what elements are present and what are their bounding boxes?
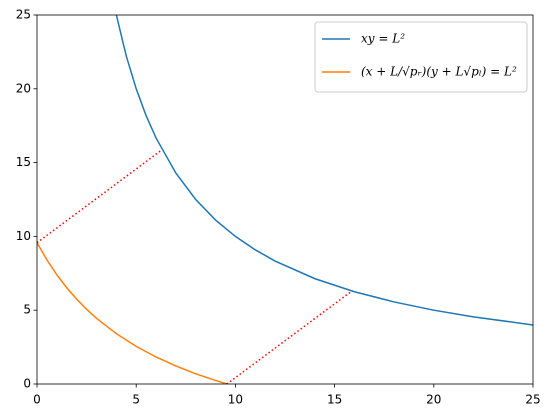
dotted-line — [226, 290, 353, 384]
y-tick-label: 0 — [23, 377, 31, 391]
curve — [115, 15, 533, 326]
ticks: 0 5 10 15 20 25 0 5 10 15 20 25 — [16, 8, 541, 407]
x-tick-label: 15 — [327, 393, 342, 407]
x-tick-label: 20 — [426, 393, 441, 407]
axes-frame — [36, 14, 534, 385]
y-tick-label: 15 — [16, 155, 31, 169]
y-tick-label: 5 — [23, 303, 31, 317]
curve — [37, 242, 228, 384]
x-tick-label: 0 — [33, 393, 41, 407]
x-tick-label: 10 — [228, 393, 243, 407]
plot-area — [37, 15, 533, 384]
x-tick-label: 5 — [132, 393, 140, 407]
legend-label: xy = L² — [361, 32, 405, 46]
legend-box — [314, 21, 528, 93]
y-tick-label: 10 — [16, 229, 31, 243]
x-tick-label: 25 — [525, 393, 540, 407]
dotted-line — [37, 149, 163, 244]
y-tick-label: 20 — [16, 81, 31, 95]
y-tick-label: 25 — [16, 8, 31, 22]
legend-label: (x + L/√pᵣ)(y + L√pₗ) = L² — [361, 65, 517, 79]
legend: xy = L² (x + L/√pᵣ)(y + L√pₗ) = L² — [314, 21, 528, 93]
